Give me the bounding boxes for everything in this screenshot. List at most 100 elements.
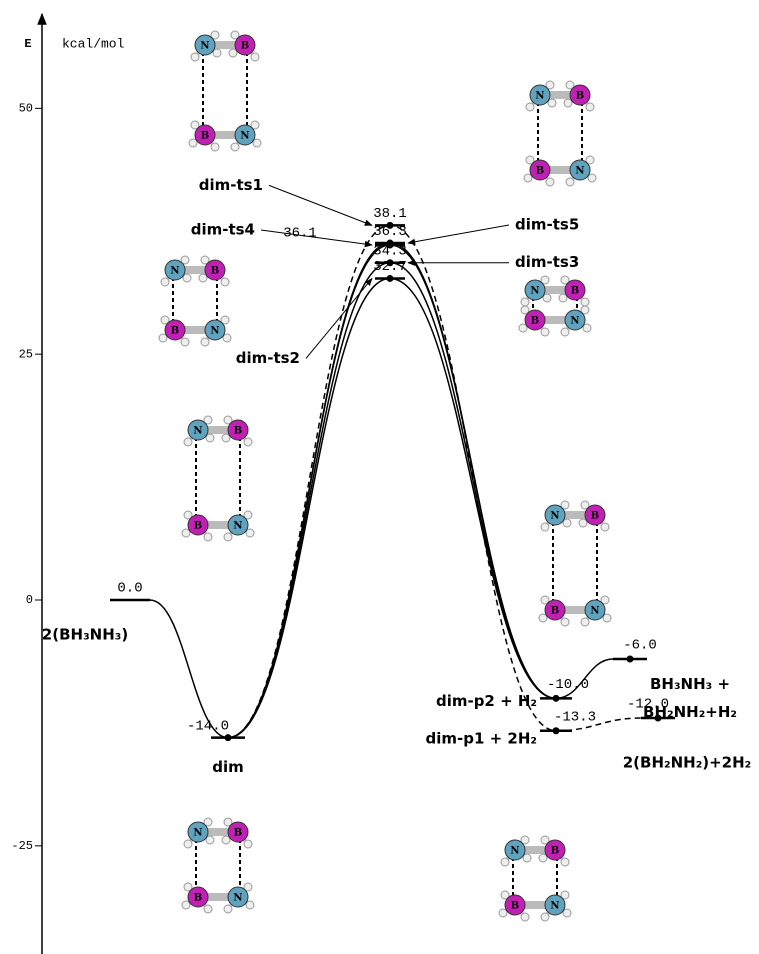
hydrogen bbox=[560, 857, 570, 867]
molecule: N B B N bbox=[523, 80, 597, 187]
hydrogen bbox=[160, 315, 170, 325]
hydrogen bbox=[558, 293, 568, 303]
molecule: N B B N bbox=[181, 415, 255, 542]
y-unit: kcal/mol bbox=[62, 36, 125, 51]
value-label: -13.3 bbox=[554, 709, 596, 725]
arrow bbox=[268, 184, 373, 226]
hydrogen bbox=[228, 48, 238, 58]
energy-path bbox=[227, 261, 557, 739]
hydrogen bbox=[230, 30, 240, 40]
atom-label: N bbox=[575, 166, 584, 177]
point-label: dim-ts1 bbox=[199, 176, 263, 194]
y-tick-label: 0 bbox=[26, 593, 33, 607]
hydrogen bbox=[538, 853, 548, 863]
atom bbox=[234, 124, 256, 146]
hydrogen bbox=[600, 595, 610, 605]
point-label: BH₃NH₃ + BH₂NH₂+H₂ bbox=[643, 675, 737, 721]
energy-path bbox=[149, 599, 229, 739]
hydrogen bbox=[198, 273, 208, 283]
atom bbox=[227, 514, 249, 536]
atom bbox=[187, 886, 209, 908]
atom bbox=[544, 839, 566, 861]
hydrogen bbox=[182, 273, 192, 283]
level-dot bbox=[386, 221, 394, 229]
point-label: 2(BH₂NH₂)+2H₂ bbox=[623, 754, 752, 772]
hydrogen bbox=[600, 522, 610, 532]
atom bbox=[504, 839, 526, 861]
hydrogen bbox=[252, 138, 262, 148]
hydrogen bbox=[580, 500, 590, 510]
hydrogen bbox=[578, 518, 588, 528]
atom bbox=[234, 34, 256, 56]
arrow bbox=[305, 277, 373, 359]
hydrogen bbox=[203, 532, 213, 542]
hydrogen bbox=[223, 532, 233, 542]
hydrogen bbox=[560, 500, 570, 510]
level-dot bbox=[654, 714, 662, 722]
atom bbox=[227, 886, 249, 908]
hydrogen bbox=[181, 528, 191, 538]
atom bbox=[164, 319, 186, 341]
hydrogen bbox=[525, 102, 535, 112]
hydrogen bbox=[245, 900, 255, 910]
hydrogen bbox=[562, 518, 572, 528]
hydrogen bbox=[602, 613, 612, 623]
hydrogen bbox=[243, 510, 253, 520]
value-label: 36.1 bbox=[283, 226, 317, 242]
atom bbox=[569, 84, 591, 106]
energy-path bbox=[227, 242, 557, 739]
hydrogen bbox=[580, 305, 590, 315]
atom-label: B bbox=[551, 606, 559, 617]
level-dot bbox=[386, 274, 394, 282]
atom-label: N bbox=[510, 846, 519, 857]
hydrogen bbox=[180, 337, 190, 347]
hydrogen bbox=[523, 173, 533, 183]
hydrogen bbox=[525, 155, 535, 165]
hydrogen bbox=[203, 904, 213, 914]
energy-path bbox=[227, 244, 557, 739]
level-dot bbox=[386, 259, 394, 267]
hydrogen bbox=[540, 327, 550, 337]
value-label: 34.3 bbox=[373, 243, 407, 259]
hydrogen bbox=[223, 817, 233, 827]
hydrogen bbox=[520, 305, 530, 315]
atom-label: B bbox=[171, 326, 179, 337]
hydrogen bbox=[190, 52, 200, 62]
hydrogen bbox=[520, 835, 530, 845]
hydrogen bbox=[223, 904, 233, 914]
hydrogen bbox=[562, 908, 572, 918]
value-label: 38.1 bbox=[373, 206, 407, 222]
hydrogen bbox=[221, 433, 231, 443]
hydrogen bbox=[243, 839, 253, 849]
atom-label: B bbox=[194, 893, 202, 904]
hydrogen bbox=[250, 120, 260, 130]
hydrogen bbox=[582, 323, 592, 333]
atom-label: B bbox=[551, 846, 559, 857]
atom-label: N bbox=[233, 893, 242, 904]
atom-label: B bbox=[576, 91, 584, 102]
atom-label: N bbox=[170, 266, 179, 277]
point-label: 2(BH₃NH₃) bbox=[42, 626, 128, 644]
hydrogen bbox=[183, 882, 193, 892]
y-tick-label: 50 bbox=[19, 102, 33, 116]
hydrogen bbox=[563, 98, 573, 108]
molecule: N B B N bbox=[181, 817, 255, 914]
atom-label: B bbox=[211, 266, 219, 277]
point-label: dim-ts4 bbox=[191, 221, 255, 239]
y-label: E bbox=[24, 37, 31, 51]
atom-label: B bbox=[194, 521, 202, 532]
energy-path bbox=[227, 277, 557, 739]
hydrogen bbox=[542, 293, 552, 303]
hydrogen bbox=[250, 52, 260, 62]
hydrogen bbox=[210, 30, 220, 40]
hydrogen bbox=[560, 275, 570, 285]
atom-label: B bbox=[234, 828, 242, 839]
atom-label: N bbox=[233, 521, 242, 532]
atom bbox=[564, 309, 586, 331]
point-label: dim-ts5 bbox=[515, 216, 579, 234]
hydrogen bbox=[183, 839, 193, 849]
atom bbox=[544, 599, 566, 621]
y-tick-label: 25 bbox=[19, 347, 33, 361]
atom-label: N bbox=[550, 511, 559, 522]
